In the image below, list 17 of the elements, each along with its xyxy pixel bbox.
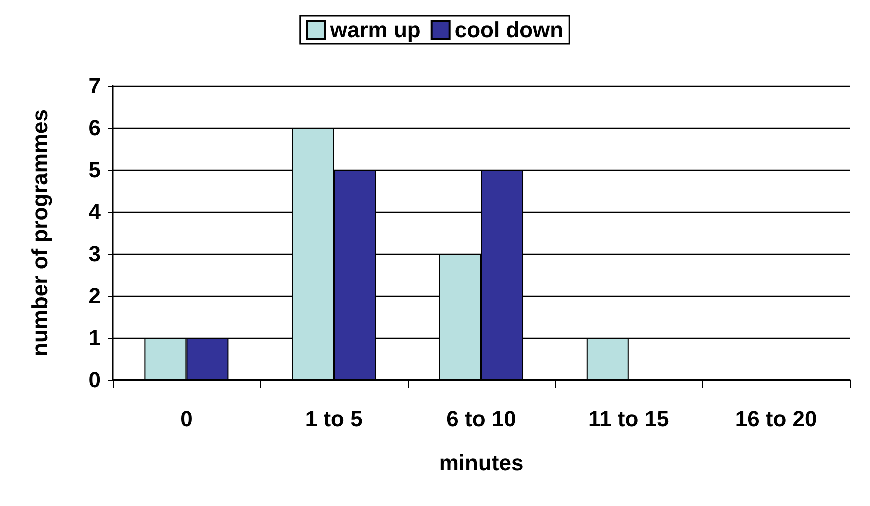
- y-axis-title: number of programmes: [28, 110, 52, 356]
- x-tick-label: 0: [180, 406, 193, 432]
- y-tick-label: 0: [88, 368, 101, 392]
- legend-label: warm up: [329, 18, 421, 42]
- y-tick-label: 5: [88, 158, 101, 182]
- x-tick-label: 11 to 15: [588, 406, 670, 432]
- x-tick-label: 1 to 5: [305, 406, 363, 432]
- y-tick-label: 6: [88, 116, 101, 140]
- x-tick-label: 6 to 10: [446, 406, 516, 432]
- x-axis-title: minutes: [439, 450, 524, 476]
- y-tick-label: 2: [88, 284, 101, 308]
- y-tick-label: 7: [88, 74, 101, 98]
- legend-label: cool down: [454, 18, 564, 42]
- y-tick-label: 3: [88, 242, 101, 266]
- x-tick-label: 16 to 20: [735, 406, 818, 432]
- y-tick-label: 4: [88, 200, 102, 224]
- y-tick-label: 1: [88, 326, 101, 350]
